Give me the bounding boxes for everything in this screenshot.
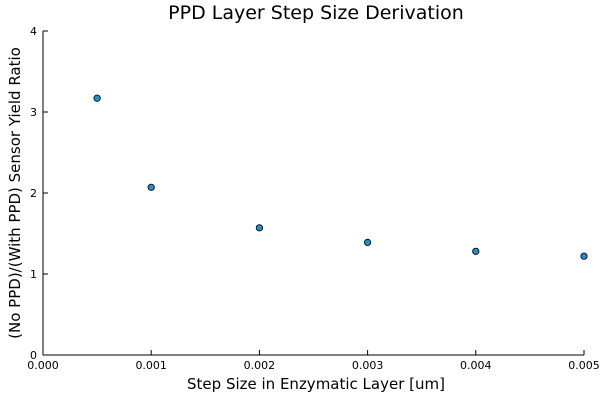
data-point [472,247,480,255]
data-point [93,94,101,102]
data-point [147,183,155,191]
x-tick-label: 0.005 [568,359,600,372]
y-tick-label: 3 [30,106,37,119]
y-tick-label: 2 [30,187,37,200]
y-tick-label: 4 [30,25,37,38]
x-axis-label: Step Size in Enzymatic Layer [um] [187,375,445,393]
data-point [255,224,263,232]
data-point [580,252,588,260]
data-point [363,238,372,247]
y-ticks: 0 1 2 3 4 [30,25,48,362]
x-tick-label: 0.003 [352,359,384,372]
y-tick-label: 1 [30,268,37,281]
data-points [93,94,588,260]
y-axis-label: (No PPD)/(With PPD) Sensor Yield Ratio [6,47,24,339]
x-tick-label: 0.004 [460,359,492,372]
x-ticks: 0.000 0.001 0.002 0.003 0.004 0.005 [27,350,600,372]
y-tick-label: 0 [30,349,37,362]
x-tick-label: 0.002 [244,359,276,372]
x-tick-label: 0.001 [135,359,167,372]
chart-title: PPD Layer Step Size Derivation [168,2,464,24]
x-tick-label: 0.000 [27,359,59,372]
